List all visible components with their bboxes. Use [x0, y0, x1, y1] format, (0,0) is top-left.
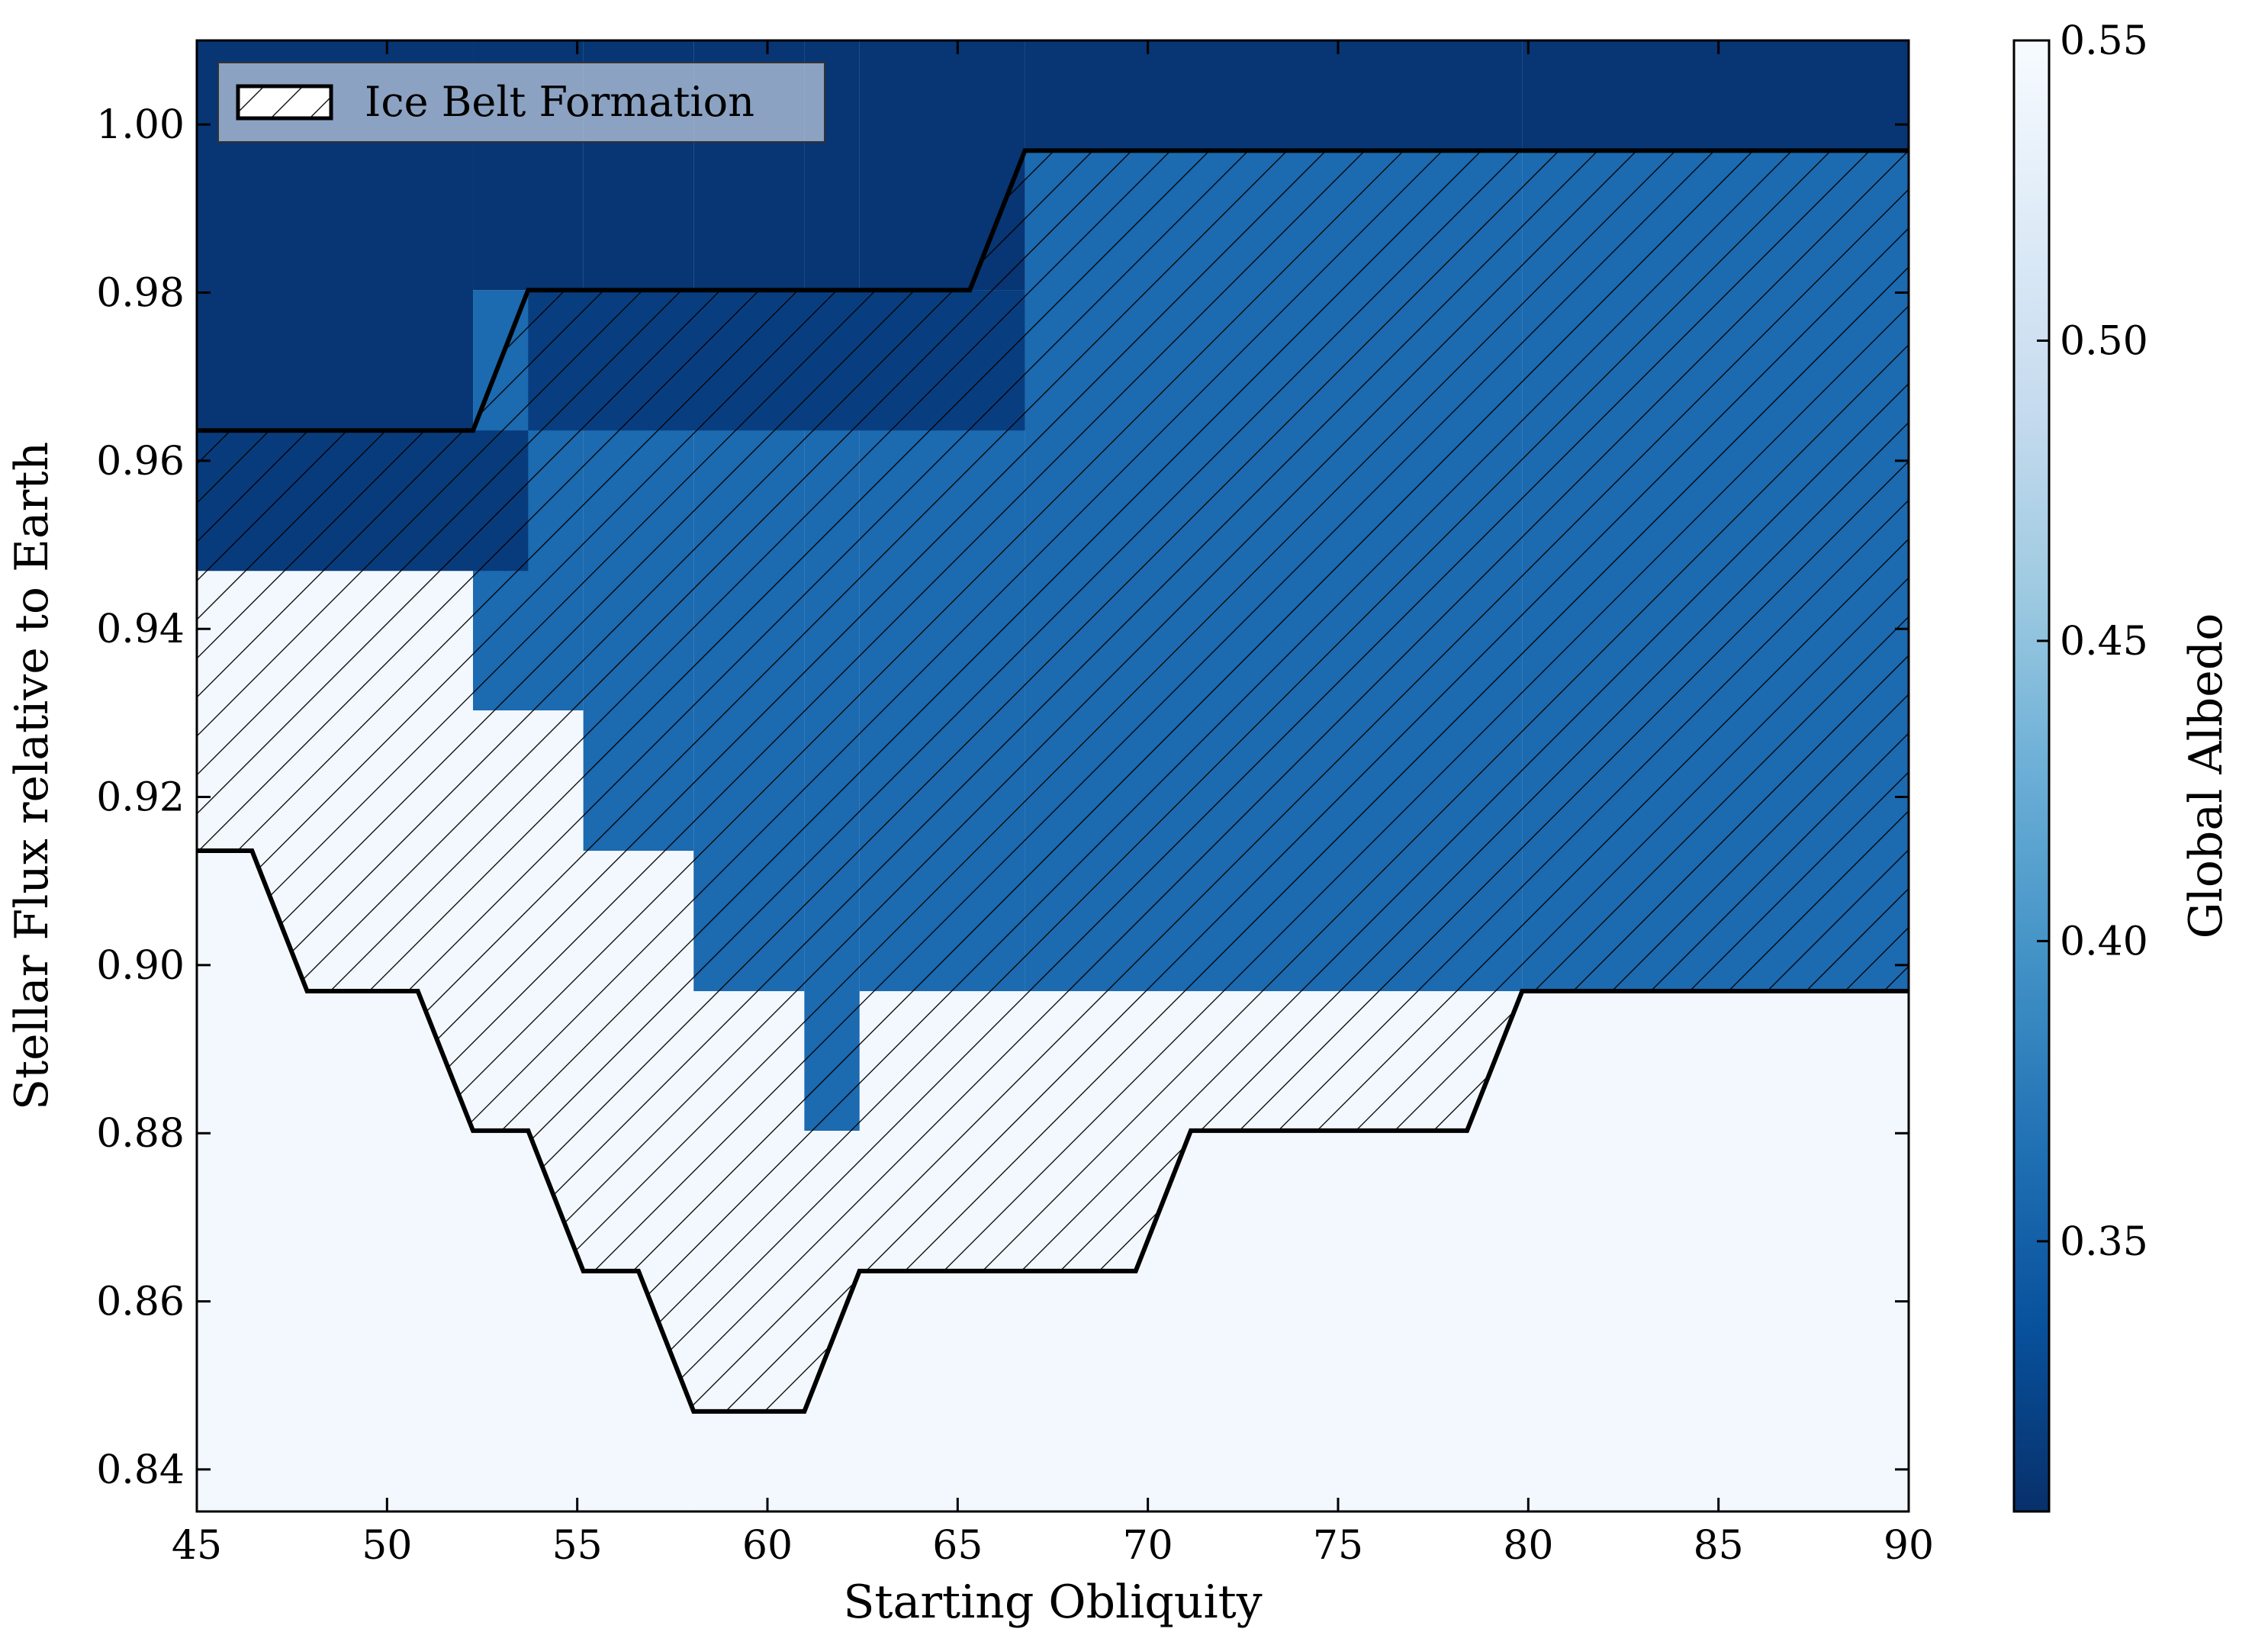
- colorbar-ticks: 0.35 0.40 0.45 0.50 0.55: [2037, 18, 2148, 1265]
- colorbar-label: Global Albedo: [2180, 613, 2233, 939]
- legend-label-ice-belt: Ice Belt Formation: [365, 78, 754, 126]
- y-tick-label: 0.94: [96, 607, 185, 652]
- y-tick-label: 0.90: [96, 943, 185, 989]
- heatmap-cell-snowball: [1522, 991, 1909, 1511]
- x-axis-label: Starting Obliquity: [843, 1576, 1262, 1629]
- colorbar-frame: [2012, 39, 2051, 1513]
- y-tick-label: 0.98: [96, 271, 185, 317]
- y-tick-label: 0.86: [96, 1280, 185, 1325]
- x-tick-label: 60: [742, 1523, 793, 1569]
- y-tick-label: 1.00: [96, 102, 185, 148]
- y-axis: 0.84 0.86 0.88 0.90 0.92 0.94 0.96 0.98 1.00: [96, 102, 1909, 1493]
- y-axis-label: Stellar Flux relative to Earth: [5, 442, 59, 1110]
- x-axis: 45 50 55 60 65 70 75 80 85 90: [172, 40, 1934, 1569]
- y-tick-label: 0.88: [96, 1111, 185, 1157]
- x-tick-label: 65: [932, 1523, 983, 1569]
- heatmap-cell-ice-free: [1025, 40, 1523, 151]
- ice-belt-lower-boundary: [197, 848, 1909, 1414]
- y-tick-label: 0.84: [96, 1447, 185, 1493]
- heatmap-cell-ice-free: [1522, 40, 1909, 151]
- ice-belt-upper-boundary: [197, 148, 1909, 433]
- y-tick-label: 0.92: [96, 775, 185, 821]
- colorbar-tick-label: 0.45: [2060, 619, 2148, 665]
- x-tick-label: 70: [1123, 1523, 1173, 1569]
- x-tick-label: 45: [172, 1523, 222, 1569]
- plot-frame: [195, 39, 1910, 1513]
- colorbar-tick-label: 0.50: [2060, 318, 2148, 364]
- x-tick-label: 85: [1694, 1523, 1744, 1569]
- colorbar-tick-label: 0.35: [2060, 1219, 2148, 1265]
- ice-belt-boundaries: [197, 148, 1909, 1414]
- colorbar-gradient: [2014, 40, 2049, 1511]
- legend: Ice Belt Formation: [217, 62, 825, 143]
- ice-belt-hatch: [197, 150, 1909, 1412]
- colorbar-tick-label: 0.40: [2060, 919, 2148, 964]
- colorbar: 0.35 0.40 0.45 0.50 0.55 Global Albedo: [2012, 18, 2233, 1513]
- x-tick-label: 50: [362, 1523, 412, 1569]
- x-tick-label: 80: [1503, 1523, 1553, 1569]
- x-tick-label: 55: [552, 1523, 603, 1569]
- x-tick-label: 90: [1884, 1523, 1934, 1569]
- x-tick-label: 75: [1313, 1523, 1363, 1569]
- colorbar-tick-label: 0.55: [2060, 18, 2148, 64]
- y-tick-label: 0.96: [96, 439, 185, 484]
- ice-belt-region: [197, 150, 1909, 1412]
- legend-swatch-hatch: [236, 84, 333, 121]
